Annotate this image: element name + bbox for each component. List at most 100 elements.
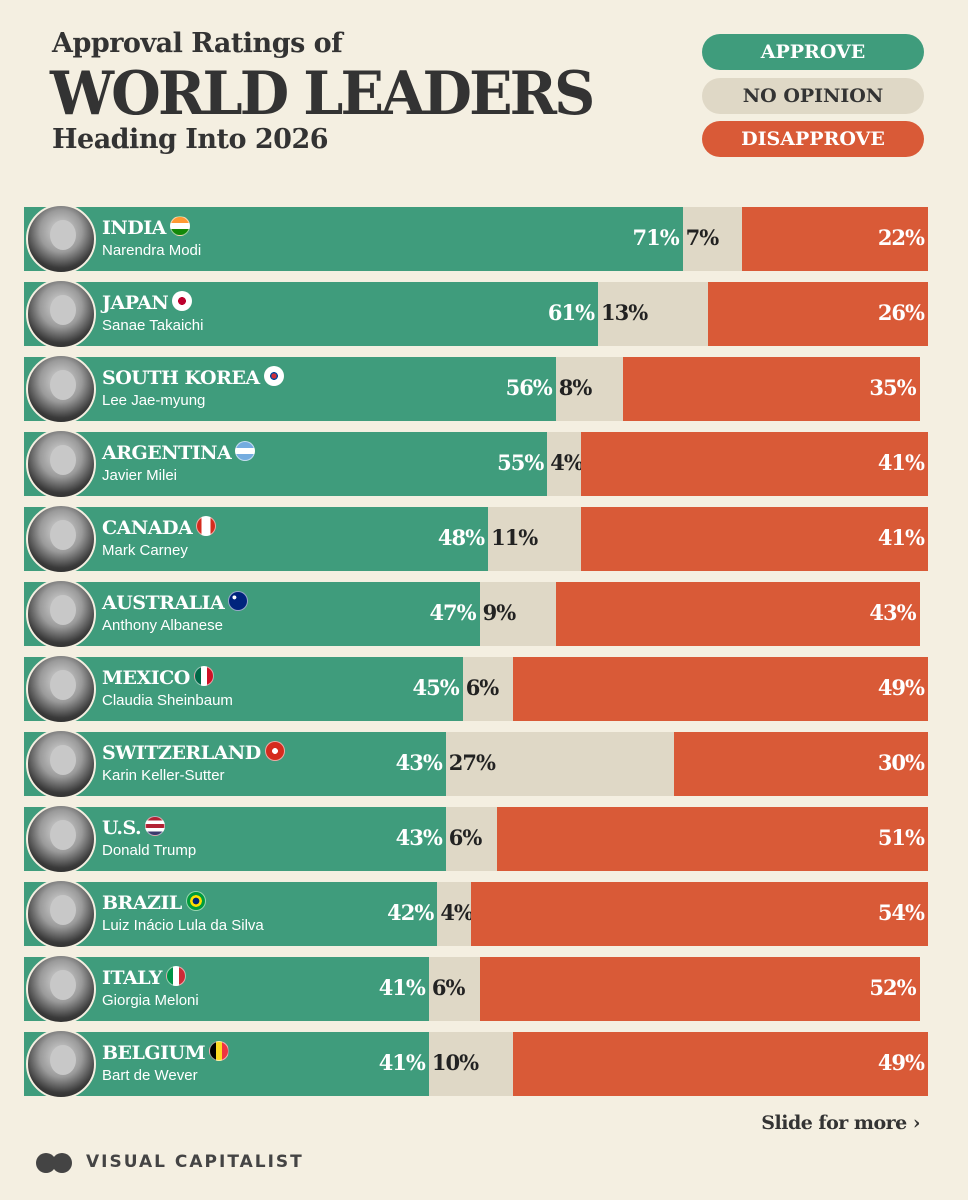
leader-portrait-icon — [26, 429, 96, 499]
disapprove-bar — [741, 207, 928, 271]
approve-value-label: 61% — [547, 300, 595, 325]
disapprove-value-label: 52% — [869, 975, 916, 1000]
no-opinion-bar — [488, 507, 582, 571]
disapprove-value-label: 22% — [877, 225, 925, 250]
disapprove-bar — [513, 657, 928, 721]
legend-disapprove: DISAPPROVE — [702, 121, 924, 157]
disapprove-bar — [555, 582, 920, 646]
leader-name: Mark Carney — [102, 542, 188, 559]
no-opinion-value-label: 10% — [431, 1050, 479, 1075]
india-flag-icon — [169, 216, 190, 236]
disapprove-value-label: 54% — [877, 900, 925, 925]
approve-bar — [24, 582, 480, 646]
country-label: SOUTH KOREA — [102, 366, 284, 389]
approve-value-label: 43% — [395, 750, 443, 775]
approve-bar — [24, 507, 489, 571]
chart-row: 45% 6% 49% MEXICO Claudia Sheinbaum — [24, 654, 928, 724]
country-label: INDIA — [102, 216, 190, 239]
leader-name: Javier Milei — [102, 467, 178, 484]
leader-portrait-icon — [26, 879, 96, 949]
disapprove-value-label: 43% — [869, 600, 916, 625]
disapprove-bar — [708, 282, 928, 346]
approve-bar — [24, 282, 599, 346]
country-label: CANADA — [102, 516, 217, 539]
country-name: BRAZIL — [102, 892, 182, 914]
japan-flag-icon — [172, 291, 193, 311]
country-name: JAPAN — [102, 292, 169, 314]
disapprove-value-label: 41% — [877, 450, 925, 475]
italy-flag-icon — [165, 966, 186, 986]
country-name: U.S. — [102, 817, 142, 839]
no-opinion-bar — [555, 357, 624, 421]
leader-name: Lee Jae-myung — [102, 392, 206, 409]
approve-bar — [24, 207, 683, 271]
approve-bar — [24, 657, 463, 721]
country-name: SOUTH KOREA — [102, 367, 260, 389]
disapprove-bar — [479, 957, 920, 1021]
chart-title-small: Approval Ratings of — [52, 28, 343, 59]
leader-portrait-icon — [26, 1029, 96, 1099]
brazil-flag-icon — [185, 891, 206, 911]
slide-for-more-link[interactable]: Slide for more › — [761, 1112, 920, 1134]
approve-value-label: 43% — [395, 825, 443, 850]
no-opinion-value-label: 9% — [482, 600, 517, 625]
no-opinion-value-label: 11% — [491, 525, 538, 550]
approve-value-label: 71% — [632, 225, 679, 250]
approve-value-label: 47% — [429, 600, 476, 625]
canada-flag-icon — [196, 516, 217, 536]
disapprove-value-label: 49% — [877, 675, 925, 700]
country-name: SWITZERLAND — [102, 742, 261, 764]
no-opinion-bar — [445, 807, 497, 871]
approve-value-label: 45% — [412, 675, 460, 700]
country-label: AUSTRALIA — [102, 591, 249, 614]
disapprove-bar — [513, 1032, 928, 1096]
legend-no-opinion: NO OPINION — [702, 78, 924, 114]
approve-bar — [24, 432, 548, 496]
approve-bar — [24, 357, 556, 421]
country-label: SWITZERLAND — [102, 741, 285, 764]
leader-name: Sanae Takaichi — [102, 317, 204, 334]
no-opinion-bar — [479, 582, 556, 646]
chart-row: 41% 10% 49% BELGIUM Bart de Wever — [24, 1029, 928, 1099]
no-opinion-bar — [598, 282, 709, 346]
no-opinion-bar — [547, 432, 582, 496]
south-korea-flag-icon — [263, 366, 284, 386]
approve-value-label: 56% — [505, 375, 553, 400]
country-label: JAPAN — [102, 291, 193, 314]
chart-row: 61% 13% 26% JAPAN Sanae Takaichi — [24, 279, 928, 349]
no-opinion-bar — [682, 207, 742, 271]
country-name: CANADA — [102, 517, 193, 539]
disapprove-value-label: 26% — [877, 300, 925, 325]
leader-name: Narendra Modi — [102, 242, 202, 259]
disapprove-bar — [496, 807, 928, 871]
disapprove-bar — [623, 357, 920, 421]
approve-value-label: 41% — [378, 975, 426, 1000]
belgium-flag-icon — [209, 1041, 230, 1061]
brand-name: VISUAL CAPITALIST — [86, 1152, 304, 1172]
no-opinion-bar — [445, 732, 675, 796]
country-label: BRAZIL — [102, 891, 206, 914]
leader-portrait-icon — [26, 729, 96, 799]
chart-title: WORLD LEADERS — [50, 59, 595, 129]
no-opinion-value-label: 6% — [431, 975, 466, 1000]
disapprove-bar — [674, 732, 928, 796]
leader-portrait-icon — [26, 579, 96, 649]
no-opinion-value-label: 4% — [550, 450, 584, 475]
leader-portrait-icon — [26, 954, 96, 1024]
no-opinion-value-label: 8% — [558, 375, 593, 400]
country-name: ARGENTINA — [102, 442, 232, 464]
chart-row: 42% 4% 54% BRAZIL Luiz Inácio Lula da Silva — [24, 879, 928, 949]
country-label: BELGIUM — [102, 1041, 230, 1064]
leader-portrait-icon — [26, 354, 96, 424]
leader-name: Karin Keller-Sutter — [102, 767, 225, 784]
chart-row: 55% 4% 41% ARGENTINA Javier Milei — [24, 429, 928, 499]
visual-capitalist-logo-icon — [36, 1150, 76, 1174]
no-opinion-value-label: 13% — [601, 300, 648, 325]
approve-value-label: 42% — [387, 900, 434, 925]
chart-row: 56% 8% 35% SOUTH KOREA Lee Jae-myung — [24, 354, 928, 424]
leader-name: Luiz Inácio Lula da Silva — [102, 917, 264, 934]
country-name: AUSTRALIA — [102, 592, 225, 614]
australia-flag-icon — [228, 591, 249, 611]
disapprove-bar — [471, 882, 928, 946]
approve-value-label: 41% — [378, 1050, 426, 1075]
